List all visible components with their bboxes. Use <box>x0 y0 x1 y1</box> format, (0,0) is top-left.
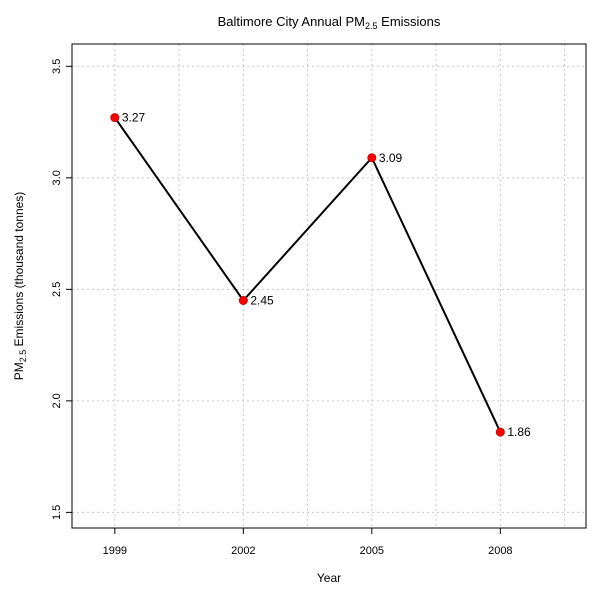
x-axis: 1999 2002 2005 2008 <box>103 528 513 557</box>
data-point <box>367 153 377 163</box>
series: 3.27 2.45 3.09 1.86 <box>110 111 531 439</box>
y-tick-label: 2.5 <box>51 282 63 297</box>
plot-frame <box>71 43 587 529</box>
x-tick-label: 2002 <box>231 545 255 557</box>
y-tick-label: 2.0 <box>51 393 63 408</box>
x-tick-label: 1999 <box>103 545 127 557</box>
y-tick-label: 3.0 <box>51 170 63 185</box>
y-tick-label: 3.5 <box>51 59 63 74</box>
data-label: 3.09 <box>379 151 403 165</box>
data-point <box>110 113 120 123</box>
x-axis-label: Year <box>317 571 341 585</box>
y-axis: 1.5 2.0 2.5 3.0 3.5 <box>51 59 72 520</box>
chart-title: Baltimore City Annual PM2.5 Emissions <box>218 14 441 31</box>
x-tick-label: 2008 <box>488 545 512 557</box>
data-label: 3.27 <box>122 111 146 125</box>
grid <box>71 44 586 528</box>
data-label: 2.45 <box>250 293 274 307</box>
x-tick-label: 2005 <box>360 545 384 557</box>
y-axis-label: PM2.5 Emissions (thousand tonnes) <box>12 192 28 381</box>
data-point <box>495 427 505 437</box>
y-tick-label: 1.5 <box>51 505 63 520</box>
data-label: 1.86 <box>507 425 531 439</box>
series-line <box>114 117 502 433</box>
data-point <box>238 295 248 305</box>
